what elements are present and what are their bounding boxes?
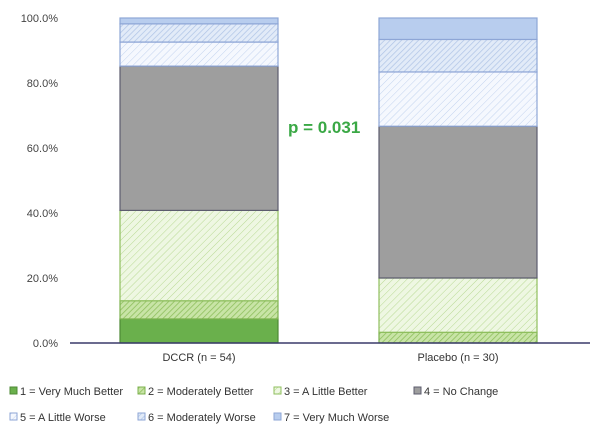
bar-segment — [119, 300, 279, 320]
bar-segment — [119, 17, 279, 25]
legend-swatch — [273, 386, 282, 395]
legend-swatch — [273, 412, 282, 421]
legend-swatch — [413, 386, 422, 395]
bar-segment — [119, 41, 279, 67]
legend-label: 7 = Very Much Worse — [284, 412, 389, 424]
legend-label: 1 = Very Much Better — [20, 386, 123, 398]
legend-label: 4 = No Change — [424, 386, 498, 398]
bar-segment — [119, 23, 279, 43]
legend-label: 2 = Moderately Better — [148, 386, 254, 398]
x-category-label: DCCR (n = 54) — [162, 352, 235, 364]
p-value-annotation: p = 0.031 — [288, 118, 360, 137]
legend-swatch — [9, 386, 18, 395]
bar-segment — [119, 65, 279, 212]
bar-segment — [378, 125, 538, 279]
y-tick-label: 100.0% — [21, 13, 59, 25]
legend: 1 = Very Much Better 2 = Moderately Bette… — [9, 386, 498, 424]
y-tick-label: 20.0% — [27, 273, 58, 285]
bar-segment — [378, 38, 538, 73]
legend-label: 6 = Moderately Worse — [148, 412, 256, 424]
y-tick-label: 0.0% — [33, 338, 58, 350]
legend-label: 5 = A Little Worse — [20, 412, 106, 424]
y-tick-label: 60.0% — [27, 143, 58, 155]
x-axis: DCCR (n = 54) Placebo (n = 30) — [162, 352, 498, 364]
legend-swatch — [137, 412, 146, 421]
y-axis: 0.0% 20.0% 40.0% 60.0% 80.0% 100.0% — [21, 13, 59, 350]
bar-segment — [378, 17, 538, 41]
bar-segment — [119, 318, 279, 344]
legend-swatch — [137, 386, 146, 395]
legend-label: 3 = A Little Better — [284, 386, 368, 398]
bars-group — [119, 17, 538, 344]
y-tick-label: 40.0% — [27, 208, 58, 220]
bar-segment — [378, 277, 538, 333]
bar-segment — [119, 209, 279, 302]
x-category-label: Placebo (n = 30) — [417, 352, 498, 364]
legend-swatch — [9, 412, 18, 421]
y-tick-label: 80.0% — [27, 78, 58, 90]
bar-segment — [378, 71, 538, 127]
bar-segment — [378, 331, 538, 344]
